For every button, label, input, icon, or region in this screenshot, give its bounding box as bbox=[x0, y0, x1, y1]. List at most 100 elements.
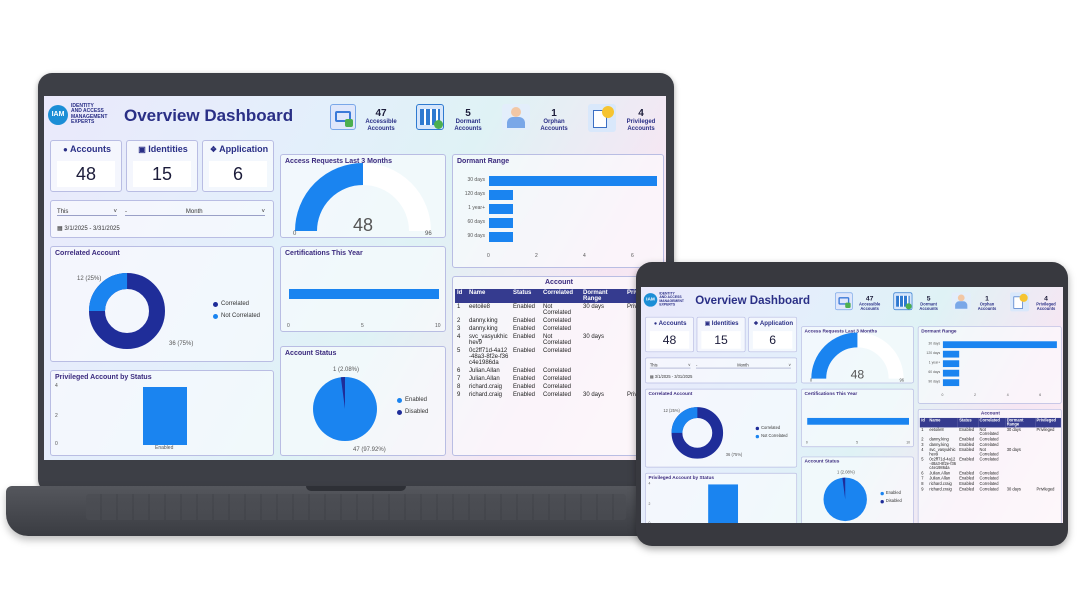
table-cell: Correlated bbox=[543, 376, 572, 382]
dormant-category-label: 1 year+ bbox=[928, 360, 941, 366]
col-id[interactable]: Id bbox=[455, 289, 467, 303]
privileged-status-title: Privileged Account by Status bbox=[648, 475, 715, 481]
gauge-fill bbox=[295, 163, 364, 232]
account-status-pie: 1 (2.08%) 47 (97.92%) bbox=[823, 470, 867, 522]
table-cell: Correlated bbox=[979, 471, 999, 476]
dashboard: IAM IDENTITY AND ACCESS MANAGEMENT EXPERTS… bbox=[641, 287, 1063, 523]
table-row[interactable]: 5 0c2ff71d-4a12-48a3-8f2e-f36c4e1986da Ena… bbox=[920, 457, 1061, 471]
dormant-category-label: 90 days bbox=[467, 233, 485, 239]
pie-label-enabled: 47 (97.92%) bbox=[353, 447, 386, 453]
col-name[interactable]: Name bbox=[467, 289, 511, 303]
date-range: ▦ 3/1/2025 - 3/31/2025 bbox=[649, 375, 693, 380]
tile-identities-label: ▣ Identities bbox=[704, 319, 739, 327]
access-requests-title: Access Requests Last 3 Months bbox=[804, 329, 878, 334]
table-row[interactable]: 2 danny.king Enabled Correlated bbox=[920, 437, 1061, 442]
table-cell: Correlated bbox=[543, 392, 572, 398]
donut-label-not-correlated: 12 (25%) bbox=[77, 276, 101, 282]
table-row[interactable]: 6 Julian.Allan Enabled Correlated bbox=[455, 367, 663, 375]
table-cell: Enabled bbox=[959, 487, 975, 492]
col-dormant-range[interactable]: Dormant Range bbox=[581, 289, 625, 303]
calendar-grid-icon bbox=[416, 104, 444, 130]
dormant-bar bbox=[489, 218, 513, 228]
table-row[interactable]: 7 Julian.Allan Enabled Correlated bbox=[455, 375, 663, 383]
table-cell: 1 bbox=[921, 428, 924, 433]
table-row[interactable]: 6 Julian.Allan Enabled Correlated bbox=[920, 471, 1061, 476]
table-cell: Julian.Allan bbox=[469, 376, 500, 382]
privileged-status-card: Privileged Account by Status 4 2 0 Enabl… bbox=[645, 472, 798, 523]
dormant-category-label: 30 days bbox=[928, 341, 941, 347]
table-row[interactable]: 4 svc_vasyukhichev9 Enabled Not Correlated 3… bbox=[455, 333, 663, 347]
dormant-range-title: Dormant Range bbox=[457, 158, 510, 165]
kpi-accessible-accounts: 47 Accessible Accounts bbox=[858, 295, 881, 312]
table-row[interactable]: 2 danny.king Enabled Correlated bbox=[455, 317, 663, 325]
table-row[interactable]: 5 0c2ff71d-4a12-48a3-8f2e-f36c4e1986da Ena… bbox=[455, 347, 663, 367]
table-cell: 9 bbox=[921, 487, 924, 492]
privileged-status-title: Privileged Account by Status bbox=[55, 374, 152, 381]
table-cell: Enabled bbox=[513, 348, 536, 354]
col-name[interactable]: Name bbox=[927, 417, 958, 428]
account-status-title: Account Status bbox=[285, 350, 337, 357]
col-status[interactable]: Status bbox=[957, 417, 979, 428]
dormant-category-label: 120 days bbox=[464, 191, 485, 197]
table-row[interactable]: 3 danny.king Enabled Correlated bbox=[455, 325, 663, 333]
col-privileged[interactable]: Privileged bbox=[1035, 417, 1061, 428]
col-correlated[interactable]: Correlated bbox=[541, 289, 581, 303]
table-row[interactable]: 8 richard.craig Enabled Correlated bbox=[920, 482, 1061, 487]
account-table-title: Account bbox=[980, 411, 1000, 416]
table-cell: 30 days bbox=[1006, 428, 1021, 433]
access-requests-gauge: 48 0 96 bbox=[293, 163, 432, 237]
table-row[interactable]: 3 danny.king Enabled Correlated bbox=[920, 442, 1061, 447]
table-cell: Correlated bbox=[543, 326, 572, 332]
dormant-bar bbox=[942, 350, 960, 358]
col-correlated[interactable]: Correlated bbox=[978, 417, 1006, 428]
col-status[interactable]: Status bbox=[511, 289, 541, 303]
table-cell: Enabled bbox=[959, 471, 975, 476]
table-cell: Enabled bbox=[959, 448, 975, 453]
tile-accounts-label: ● Accounts bbox=[653, 319, 687, 327]
relative-select[interactable]: This ˅ bbox=[57, 204, 117, 216]
account-table-card: Account Id Name Status Correlated Dorman… bbox=[452, 276, 664, 456]
cert-tick-5: 5 bbox=[856, 441, 858, 446]
table-cell: 6 bbox=[457, 368, 461, 374]
kpi-privileged-accounts: 4 Privileged Accounts bbox=[1036, 295, 1056, 312]
dormant-tick: 4 bbox=[1006, 393, 1009, 398]
unit-select[interactable]: - Month ˅ bbox=[695, 360, 791, 369]
chevron-down-icon: ˅ bbox=[788, 363, 791, 368]
correlated-donut: 12 (25%) 36 (75%) bbox=[77, 273, 193, 349]
table-cell: Correlated bbox=[979, 437, 999, 442]
tile-accounts: ● Accounts 48 bbox=[645, 316, 694, 353]
table-row[interactable]: 8 richard.craig Enabled Correlated bbox=[455, 383, 663, 391]
relative-select[interactable]: This ˅ bbox=[649, 360, 691, 369]
table-cell: 0c2ff71d-4a12-48a3-8f2e-f36c4e1986da bbox=[929, 457, 957, 471]
orphan-user-icon bbox=[502, 104, 530, 130]
account-table: Id Name Status Correlated Dormant Range … bbox=[919, 417, 1061, 493]
col-id[interactable]: Id bbox=[919, 417, 928, 428]
account-table-body: 1 eetoile8 Enabled Not Correlated 30 days Pri… bbox=[920, 427, 1061, 492]
account-status-title: Account Status bbox=[804, 459, 840, 465]
table-row[interactable]: 7 Julian.Allan Enabled Correlated bbox=[920, 476, 1061, 481]
id-badge-icon: ▣ bbox=[704, 320, 711, 327]
chevron-down-icon: ˅ bbox=[261, 209, 265, 215]
table-cell: Not Correlated bbox=[979, 428, 999, 437]
table-cell: richard.craig bbox=[929, 482, 952, 487]
orphan-user-icon bbox=[951, 292, 971, 311]
correlated-account-card: Correlated Account 12 (25%) 36 (75%) Cor… bbox=[50, 246, 274, 362]
page-title: Overview Dashboard bbox=[695, 293, 811, 307]
gauge-max: 96 bbox=[425, 231, 432, 237]
page-title: Overview Dashboard bbox=[124, 106, 294, 125]
donut-label-correlated: 36 (75%) bbox=[726, 452, 743, 457]
tile-accounts-label: ● Accounts bbox=[62, 144, 112, 154]
table-cell: richard.craig bbox=[929, 487, 952, 492]
tile-identities-value: 15 bbox=[701, 331, 741, 349]
unit-select[interactable]: - Month ˅ bbox=[125, 204, 265, 216]
tablet-dashboard-screen: IAM IDENTITY AND ACCESS MANAGEMENT EXPERTS… bbox=[641, 287, 1063, 523]
col-dormant-range[interactable]: Dormant Range bbox=[1005, 417, 1036, 428]
table-row[interactable]: 4 svc_vasyukhichev9 Enabled Not Correlated 3… bbox=[920, 448, 1061, 457]
gauge-fill bbox=[811, 332, 858, 380]
account-table-card: Account Id Name Status Correlated Dorman… bbox=[917, 409, 1062, 523]
dormant-bar bbox=[942, 369, 960, 377]
